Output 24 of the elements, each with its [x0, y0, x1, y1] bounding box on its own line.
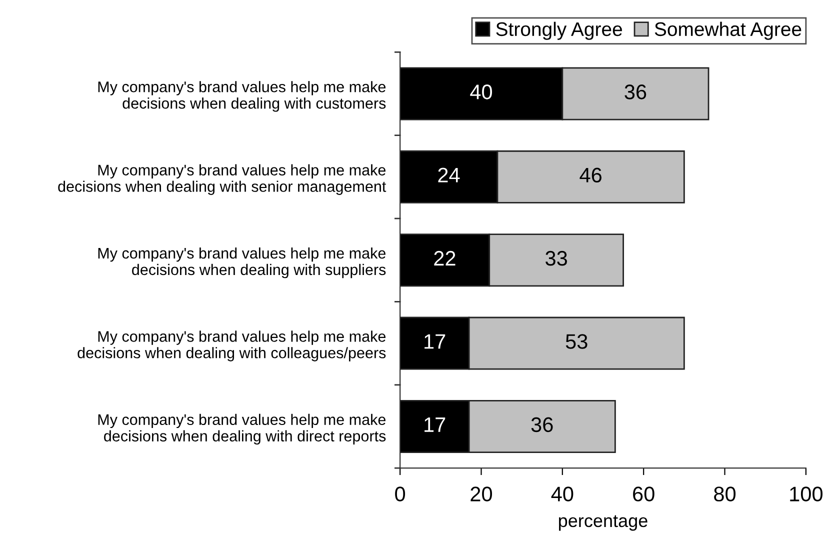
x-tick-label: 40 [551, 486, 574, 502]
y-tick-label: My company's brand values help me make decisions when dealing with senior management [58, 164, 386, 195]
y-tick-label: My company's brand values help me make decisions when dealing with suppliers [98, 247, 386, 278]
x-tick-label: 80 [714, 486, 736, 502]
data-label: 33 [546, 250, 567, 266]
legend-label: Strongly Agree [496, 22, 622, 40]
data-label: 22 [434, 250, 456, 266]
data-label: 53 [566, 334, 588, 349]
x-tick-label: 60 [633, 486, 654, 502]
data-label: 24 [438, 168, 460, 182]
data-label: 36 [624, 84, 646, 100]
data-label: 17 [424, 334, 446, 349]
y-tick-label: My company's brand values help me make decisions when dealing with direct reports [98, 414, 386, 445]
data-label: 36 [531, 417, 553, 432]
data-label: 46 [580, 168, 602, 182]
x-axis-title: percentage [558, 515, 648, 531]
x-tick-label: 20 [470, 486, 492, 502]
y-tick-label: My company's brand values help me make decisions when dealing with customers [98, 81, 386, 112]
data-label: 17 [424, 418, 446, 432]
data-label: 40 [470, 84, 492, 100]
x-tick-label: 0 [395, 486, 406, 502]
x-tick-label: 100 [790, 486, 822, 502]
legend-label: Somewhat Agree [654, 22, 802, 40]
y-tick-label: My company's brand values help me make decisions when dealing with colleagues/peers [78, 330, 386, 362]
